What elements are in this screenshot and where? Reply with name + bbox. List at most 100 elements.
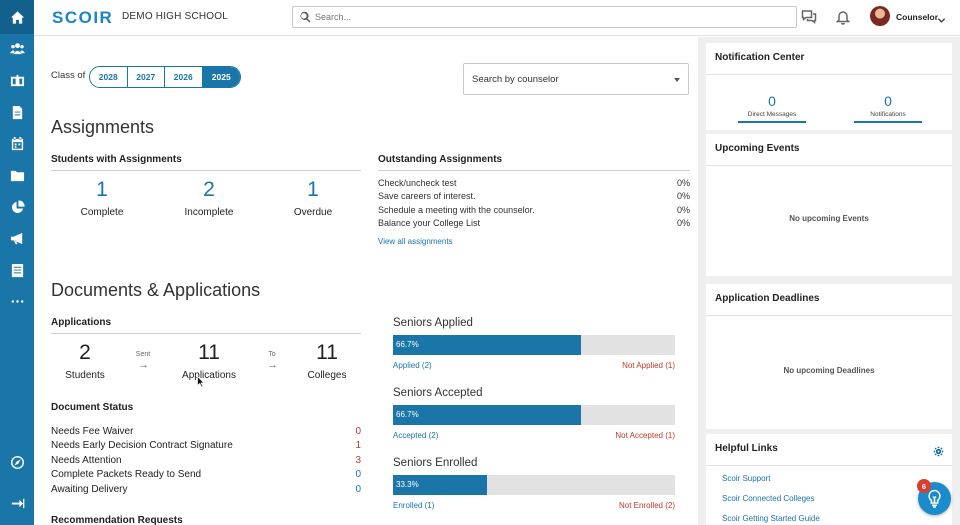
arrow-right-icon: → xyxy=(138,359,149,371)
year-2028-button[interactable]: 2028 xyxy=(90,67,128,87)
accepted-link[interactable]: Accepted (2) xyxy=(393,431,439,440)
notification-center-card: Notification Center 0 Direct Messages 0 … xyxy=(706,43,952,130)
complete-count[interactable]: 1 xyxy=(96,178,108,201)
nav-announcements[interactable] xyxy=(0,223,34,253)
students-count: 2 xyxy=(79,341,91,364)
search-input[interactable] xyxy=(315,9,785,25)
caret-down-icon xyxy=(674,78,680,82)
nav-collapse[interactable] xyxy=(0,488,34,518)
helpful-links-settings[interactable] xyxy=(933,444,944,457)
nav-reports[interactable] xyxy=(0,192,34,222)
overdue-count[interactable]: 1 xyxy=(307,178,319,201)
notifications-button[interactable] xyxy=(835,9,851,25)
nav-explore[interactable] xyxy=(0,447,34,477)
reports-icon xyxy=(11,199,25,213)
status-count: 0 xyxy=(355,426,361,437)
assignment-percent: 0% xyxy=(676,205,690,215)
progress-fill xyxy=(393,475,487,495)
more-icon xyxy=(11,299,23,303)
helpful-link-scoir-support[interactable]: Scoir Support xyxy=(722,474,771,483)
counselor-select[interactable]: Search by counselor xyxy=(463,63,689,95)
document-status-row[interactable]: Needs Fee Waiver 0 xyxy=(51,426,361,439)
notifications-label[interactable]: Notifications xyxy=(870,111,906,118)
colleges-icon xyxy=(10,74,24,86)
document-status-row[interactable]: Needs Early Decision Contract Signature … xyxy=(51,440,361,453)
divider xyxy=(51,333,361,334)
recommendation-requests-heading: Recommendation Requests xyxy=(51,515,183,525)
progress-fill xyxy=(393,335,582,355)
year-2026-button[interactable]: 2026 xyxy=(165,67,203,87)
progress-percent: 66.7% xyxy=(396,340,419,349)
nav-folders[interactable] xyxy=(0,160,34,190)
colleges-count: 11 xyxy=(316,341,338,364)
nav-students[interactable] xyxy=(0,33,34,63)
application-deadlines-empty: No upcoming Deadlines xyxy=(783,366,875,375)
folder-icon xyxy=(10,170,24,181)
nav-forms[interactable] xyxy=(0,255,34,285)
year-2027-button[interactable]: 2027 xyxy=(127,67,165,87)
counselor-select-placeholder: Search by counselor xyxy=(472,74,559,85)
seniors-applied-title: Seniors Applied xyxy=(393,317,473,329)
user-menu-label[interactable]: Counselor xyxy=(896,12,939,22)
side-nav xyxy=(0,0,34,525)
explore-icon xyxy=(10,455,24,469)
class-of-label: Class of xyxy=(51,70,86,81)
assignment-name: Check/uncheck test xyxy=(378,178,457,188)
documents-icon xyxy=(12,105,22,119)
bell-icon xyxy=(835,11,851,25)
students-with-assignments-heading: Students with Assignments xyxy=(51,154,182,165)
right-sidebar: Notification Center 0 Direct Messages 0 … xyxy=(698,37,960,525)
upcoming-events-empty: No upcoming Events xyxy=(789,214,869,223)
assignment-percent: 0% xyxy=(676,191,690,201)
direct-messages-count[interactable]: 0 xyxy=(768,93,776,109)
user-menu-toggle[interactable] xyxy=(937,12,946,23)
students-label: Students xyxy=(65,370,105,381)
not-enrolled-link[interactable]: Not Enrolled (2) xyxy=(618,501,675,510)
arrow-right-icon: → xyxy=(267,359,278,371)
divider xyxy=(706,74,952,75)
helpful-link-connected-colleges[interactable]: Scoir Connected Colleges xyxy=(722,494,815,503)
notifications-count[interactable]: 0 xyxy=(884,93,892,109)
nav-more[interactable] xyxy=(0,286,34,316)
collapse-icon xyxy=(11,498,24,508)
helpful-link-getting-started[interactable]: Scoir Getting Started Guide xyxy=(722,514,820,523)
year-2025-button[interactable]: 2025 xyxy=(202,67,240,87)
nav-calendar[interactable] xyxy=(0,128,34,158)
nav-home[interactable] xyxy=(0,0,34,34)
outstanding-assignment-row: Balance your College List 0% xyxy=(378,218,690,230)
applications-count: 11 xyxy=(198,341,220,364)
view-all-assignments-link[interactable]: View all assignments xyxy=(378,237,453,246)
messages-button[interactable] xyxy=(801,9,817,25)
not-accepted-link[interactable]: Not Accepted (1) xyxy=(615,431,675,440)
scoir-logo[interactable]: SCOIR xyxy=(52,8,114,27)
document-status-row[interactable]: Needs Attention 3 xyxy=(51,455,361,468)
assignment-name: Schedule a meeting with the counselor. xyxy=(378,205,535,215)
applied-link[interactable]: Applied (2) xyxy=(393,361,432,370)
colleges-label: Colleges xyxy=(307,370,347,381)
nav-colleges[interactable] xyxy=(0,65,34,95)
enrolled-link[interactable]: Enrolled (1) xyxy=(393,501,435,510)
document-status-row[interactable]: Complete Packets Ready to Send 0 xyxy=(51,469,361,482)
applications-heading: Applications xyxy=(51,317,112,328)
dashboard-main: Class of 2028 2027 2026 2025 Search by c… xyxy=(34,37,698,525)
nav-documents[interactable] xyxy=(0,97,34,127)
document-status-heading: Document Status xyxy=(51,402,134,413)
incomplete-count[interactable]: 2 xyxy=(203,178,215,201)
outstanding-assignments-heading: Outstanding Assignments xyxy=(378,154,503,165)
status-count: 3 xyxy=(355,455,361,466)
assignment-name: Save careers of interest. xyxy=(378,191,476,201)
application-deadlines-title: Application Deadlines xyxy=(715,293,820,304)
seniors-enrolled-title: Seniors Enrolled xyxy=(393,457,478,469)
global-search[interactable] xyxy=(292,6,797,28)
seniors-applied-bar: 66.7% xyxy=(393,335,675,355)
document-status-row[interactable]: Awaiting Delivery 0 xyxy=(51,484,361,497)
avatar[interactable] xyxy=(870,6,890,26)
assignment-name: Balance your College List xyxy=(378,218,481,228)
direct-messages-label[interactable]: Direct Messages xyxy=(747,111,797,118)
chat-icon xyxy=(801,10,817,25)
not-applied-link[interactable]: Not Applied (1) xyxy=(622,361,675,370)
documents-applications-title: Documents & Applications xyxy=(51,280,261,300)
status-label: Complete Packets Ready to Send xyxy=(51,469,202,480)
outstanding-assignment-row: Check/uncheck test 0% xyxy=(378,178,690,190)
